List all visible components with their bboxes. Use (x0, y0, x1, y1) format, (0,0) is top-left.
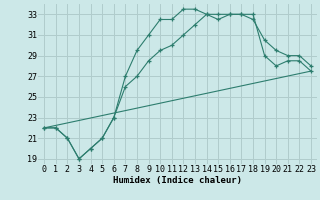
X-axis label: Humidex (Indice chaleur): Humidex (Indice chaleur) (113, 176, 242, 185)
